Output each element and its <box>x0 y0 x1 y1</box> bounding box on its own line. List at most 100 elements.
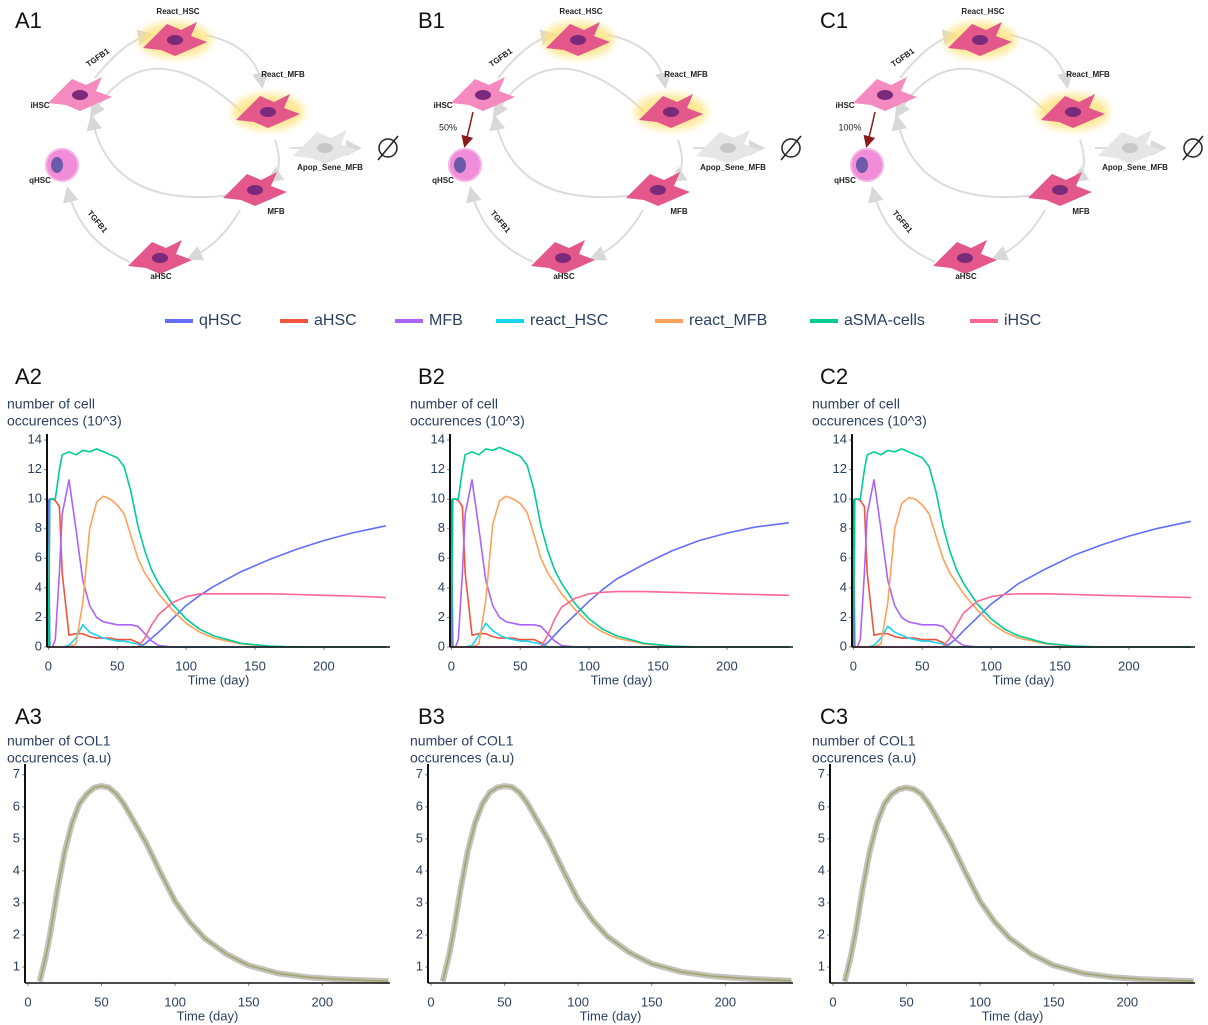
y-tick-label: 4 <box>13 862 20 877</box>
y-tick-label: 3 <box>13 894 20 909</box>
x-tick-label: 150 <box>641 994 663 1009</box>
arrow <box>186 209 241 261</box>
x-tick-label: 200 <box>716 658 738 673</box>
node-label: aHSC <box>553 272 575 281</box>
x-tick-label: 0 <box>24 994 31 1009</box>
nucleus <box>152 253 168 263</box>
panel-label: B3 <box>418 704 445 729</box>
arrow <box>86 114 233 199</box>
legend-label: aSMA-cells <box>844 312 925 329</box>
arrow <box>492 67 654 121</box>
y-tick-label: 2 <box>13 926 20 941</box>
x-tick-label: 50 <box>497 994 511 1009</box>
arrow <box>63 186 131 263</box>
node-label: iHSC <box>433 101 452 110</box>
nucleus <box>167 35 183 45</box>
nucleus <box>260 107 276 117</box>
line <box>47 498 386 648</box>
x-tick-label: 0 <box>427 994 434 1009</box>
y-tick-label: 10 <box>431 491 445 506</box>
node-label: React_MFB <box>261 70 305 79</box>
x-tick-label: 0 <box>448 658 455 673</box>
diagram: React_HSC React_MFB iHSC qHSC Apop_Sene_MFB M… <box>15 7 399 281</box>
nucleus <box>720 143 736 153</box>
panel-label: B2 <box>418 364 445 389</box>
y-tick-label: 12 <box>833 461 847 476</box>
line <box>853 479 1191 648</box>
y-tick-label: 8 <box>35 520 42 535</box>
conversion-arrow <box>461 111 474 148</box>
arrow <box>891 114 1038 199</box>
y-tick-label: 12 <box>431 461 445 476</box>
nucleus <box>555 253 571 263</box>
node-label: React_HSC <box>559 7 602 16</box>
line <box>47 499 387 648</box>
legend-label: react_HSC <box>530 312 608 329</box>
arrow <box>466 186 534 263</box>
x-tick-label: 200 <box>714 994 736 1009</box>
arrow <box>1009 34 1073 89</box>
diagram: React_HSC React_MFB iHSC qHSC Apop_Sene_MFB M… <box>820 7 1204 281</box>
x-tick-label: 100 <box>980 658 1002 673</box>
conversion-arrow <box>863 111 876 148</box>
node-label: React_HSC <box>156 7 199 16</box>
line <box>451 622 789 648</box>
line-band <box>36 783 389 985</box>
y-tick-label: 4 <box>840 579 847 594</box>
node-label: iHSC <box>835 101 854 110</box>
x-tick-label: 100 <box>567 994 589 1009</box>
x-axis-title: Time (day) <box>993 672 1055 687</box>
x-tick-label: 150 <box>238 994 260 1009</box>
node-label: React_MFB <box>1066 70 1110 79</box>
arrow <box>868 186 936 263</box>
panel-label: A3 <box>15 704 42 729</box>
diagram: React_HSC React_MFB iHSC qHSC Apop_Sene_MFB M… <box>418 7 802 281</box>
y-tick-label: 0 <box>35 638 42 653</box>
x-tick-label: 100 <box>969 994 991 1009</box>
node-label: Apop_Sene_MFB <box>700 163 766 172</box>
legend-label: aHSC <box>314 312 357 329</box>
empty-set <box>781 138 801 158</box>
node-label: MFB <box>1072 207 1090 216</box>
line <box>450 499 790 648</box>
node-label: React_HSC <box>961 7 1004 16</box>
y-tick-label: 1 <box>818 958 825 973</box>
legend-label: MFB <box>429 312 463 329</box>
y-tick-label: 2 <box>818 926 825 941</box>
node-label: React_MFB <box>664 70 708 79</box>
arrow <box>89 67 251 121</box>
y-tick-label: 7 <box>416 766 423 781</box>
x-tick-label: 50 <box>94 994 108 1009</box>
nucleus <box>663 107 679 117</box>
nucleus <box>856 157 868 173</box>
line <box>48 495 386 648</box>
x-tick-label: 100 <box>164 994 186 1009</box>
y-axis-title: number of COL1 <box>812 733 916 749</box>
x-tick-label: 100 <box>175 658 197 673</box>
line <box>450 498 789 648</box>
legend-label: qHSC <box>199 312 242 329</box>
edge-label: TGFB1 <box>84 46 111 69</box>
y-axis-title: occurences (10^3) <box>7 413 122 429</box>
node-label: qHSC <box>432 176 454 185</box>
y-tick-label: 2 <box>35 609 42 624</box>
y-tick-label: 10 <box>28 491 42 506</box>
nucleus <box>570 35 586 45</box>
edge-label: TGFB1 <box>487 46 514 69</box>
y-tick-label: 10 <box>833 491 847 506</box>
y-tick-label: 14 <box>833 431 847 446</box>
panel-label: A1 <box>15 8 42 33</box>
y-axis-title: occurences (10^3) <box>812 413 927 429</box>
nucleus <box>247 185 263 195</box>
y-tick-label: 2 <box>438 609 445 624</box>
x-tick-label: 150 <box>244 658 266 673</box>
nucleus <box>972 35 988 45</box>
y-tick-label: 0 <box>438 638 445 653</box>
node-label: qHSC <box>29 176 51 185</box>
node-label: qHSC <box>834 176 856 185</box>
line <box>853 496 1191 648</box>
line-band <box>439 783 792 984</box>
empty-set-slash <box>377 135 399 161</box>
line <box>47 448 386 648</box>
